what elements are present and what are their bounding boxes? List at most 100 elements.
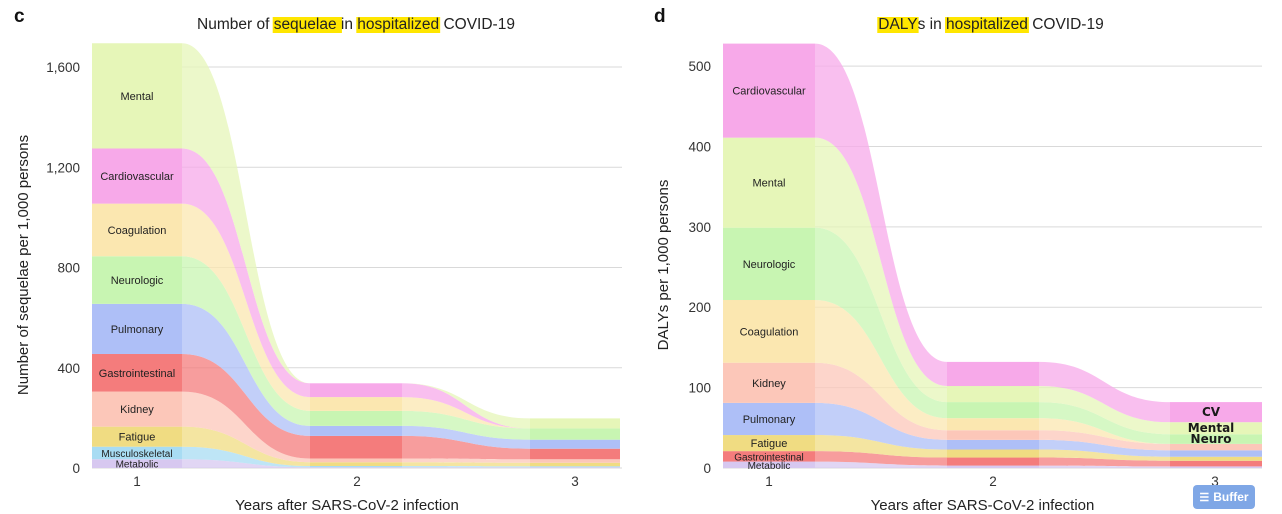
title-word: in (341, 16, 357, 33)
chart-title-d: DALYs in hospitalized COVID-19 (877, 16, 1104, 33)
block-metabolic-year3 (1170, 466, 1262, 468)
block-neurologic-year3 (1170, 434, 1262, 444)
block-metabolic-year3 (530, 467, 620, 468)
series-label-cardiovascular: Cardiovascular (100, 171, 174, 183)
flow-pulmonary-y1 (182, 303, 310, 436)
blocks (92, 43, 620, 468)
block-coagulation-year1 (92, 203, 182, 257)
block-musculoskeletal-year1 (92, 446, 182, 460)
block-neurologic-year3 (530, 428, 620, 440)
block-kidney-year3 (530, 459, 620, 463)
flow-mental-y2 (402, 383, 530, 429)
y-axis-label: DALYs per 1,000 persons (655, 180, 672, 351)
block-fatigue-year1 (92, 426, 182, 447)
series-label-musculoskeletal: Musculoskeletal (101, 449, 172, 460)
block-kidney-year2 (310, 458, 402, 463)
block-neurologic-year1 (723, 227, 815, 301)
block-gastrointestinal-year2 (310, 435, 402, 459)
end-label-mental: Mental (1188, 421, 1235, 435)
series-label-kidney: Kidney (120, 404, 154, 416)
x-axis-label: Years after SARS-CoV-2 infection (235, 497, 459, 514)
flow-fatigue-y2 (1039, 449, 1170, 461)
flow-metabolic-y1 (815, 461, 947, 468)
flow-neurologic-y1 (815, 227, 947, 419)
x-tick-label: 3 (571, 474, 579, 489)
x-axis-label: Years after SARS-CoV-2 infection (871, 497, 1095, 514)
block-kidney-year1 (723, 362, 815, 403)
flow-neurologic-y1 (182, 256, 310, 426)
block-neurologic-year2 (947, 402, 1039, 419)
block-mental-year1 (92, 43, 182, 149)
y-tick-label: 800 (57, 261, 80, 276)
block-gastrointestinal-year1 (723, 451, 815, 462)
block-pulmonary-year1 (723, 402, 815, 436)
block-kidney-year1 (92, 391, 182, 427)
y-tick-label: 200 (688, 300, 711, 315)
highlighted-word: hospitalized (357, 16, 439, 33)
end-label-cv: CV (1202, 405, 1221, 419)
y-tick-label: 300 (688, 220, 711, 235)
series-label-mental: Mental (752, 178, 785, 190)
series-label-mental: Mental (120, 91, 153, 103)
highlight-mark (945, 17, 1029, 33)
chart-title-c: Number of sequelae in hospitalized COVID… (197, 16, 515, 33)
block-mental-year2 (947, 386, 1039, 403)
block-gastrointestinal-year3 (530, 448, 620, 460)
flow-pulmonary-y1 (815, 402, 947, 450)
flow-cardiovascular-y1 (815, 43, 947, 387)
block-neurologic-year2 (310, 410, 402, 426)
series-label-neurologic: Neurologic (111, 275, 164, 287)
x-tick-label: 1 (133, 474, 141, 489)
block-fatigue-year3 (530, 462, 620, 467)
block-cardiovascular-year1 (92, 148, 182, 204)
series-label-fatigue: Fatigue (751, 438, 788, 450)
block-coagulation-year2 (310, 397, 402, 411)
flow-coagulation-y2 (1039, 418, 1170, 444)
y-tick-label: 1,600 (46, 60, 80, 75)
series-label-gastrointestinal: Gastrointestinal (99, 368, 175, 380)
highlighted-word: DALY (878, 16, 917, 33)
flow-gastrointestinal-y2 (1039, 457, 1170, 467)
highlight-mark (877, 17, 919, 33)
block-pulmonary-year3 (530, 439, 620, 449)
title-word: Number of (197, 16, 274, 33)
block-metabolic-year2 (310, 467, 402, 468)
block-cardiovascular-year2 (310, 383, 402, 398)
buffer-badge-label: Buffer (1213, 490, 1249, 504)
flow-kidney-y1 (182, 391, 310, 463)
chart-panel-c: c 0 400 800 1,200 1,600 MetabolicMusculoskelet… (14, 6, 622, 514)
block-cardiovascular-year2 (947, 361, 1039, 387)
flow-gastrointestinal-y1 (815, 451, 947, 466)
flow-musculoskeletal-y1 (182, 446, 310, 468)
block-fatigue-year3 (1170, 456, 1262, 461)
flow-cardiovascular-y2 (1039, 361, 1170, 423)
block-cardiovascular-year1 (723, 43, 815, 138)
series-label-coagulation: Coagulation (108, 225, 167, 237)
block-kidney-year2 (947, 430, 1039, 440)
chart-title-text: Number of sequelae in hospitalized COVID… (197, 16, 515, 33)
title-word: s in (918, 16, 946, 33)
block-metabolic-year1 (92, 459, 182, 468)
block-gastrointestinal-year3 (1170, 460, 1262, 467)
block-pulmonary-year2 (310, 425, 402, 436)
series-label-fatigue: Fatigue (119, 432, 156, 444)
block-pulmonary-year3 (1170, 450, 1262, 457)
block-fatigue-year2 (310, 462, 402, 466)
x-tick-label: 2 (353, 474, 361, 489)
y-tick-label: 400 (57, 361, 80, 376)
chart-panel-d: d 0 100 200 300 400 500 MetabolicGastrointestin… (654, 6, 1262, 514)
y-tick-label: 400 (688, 139, 711, 154)
block-mental-year3 (530, 418, 620, 429)
buffer-badge[interactable]: ☰ Buffer (1193, 485, 1255, 509)
flow-mental-y2 (1039, 386, 1170, 435)
flow-pulmonary-y2 (402, 425, 530, 449)
y-tick-label: 0 (72, 461, 80, 476)
block-metabolic-year1 (723, 461, 815, 468)
flow-coagulation-y1 (815, 300, 947, 431)
block-musculoskeletal-year3 (530, 466, 620, 468)
flow-fatigue-y1 (182, 426, 310, 466)
block-coagulation-year1 (723, 300, 815, 363)
flow-kidney-y1 (815, 362, 947, 440)
block-mental-year1 (723, 137, 815, 228)
